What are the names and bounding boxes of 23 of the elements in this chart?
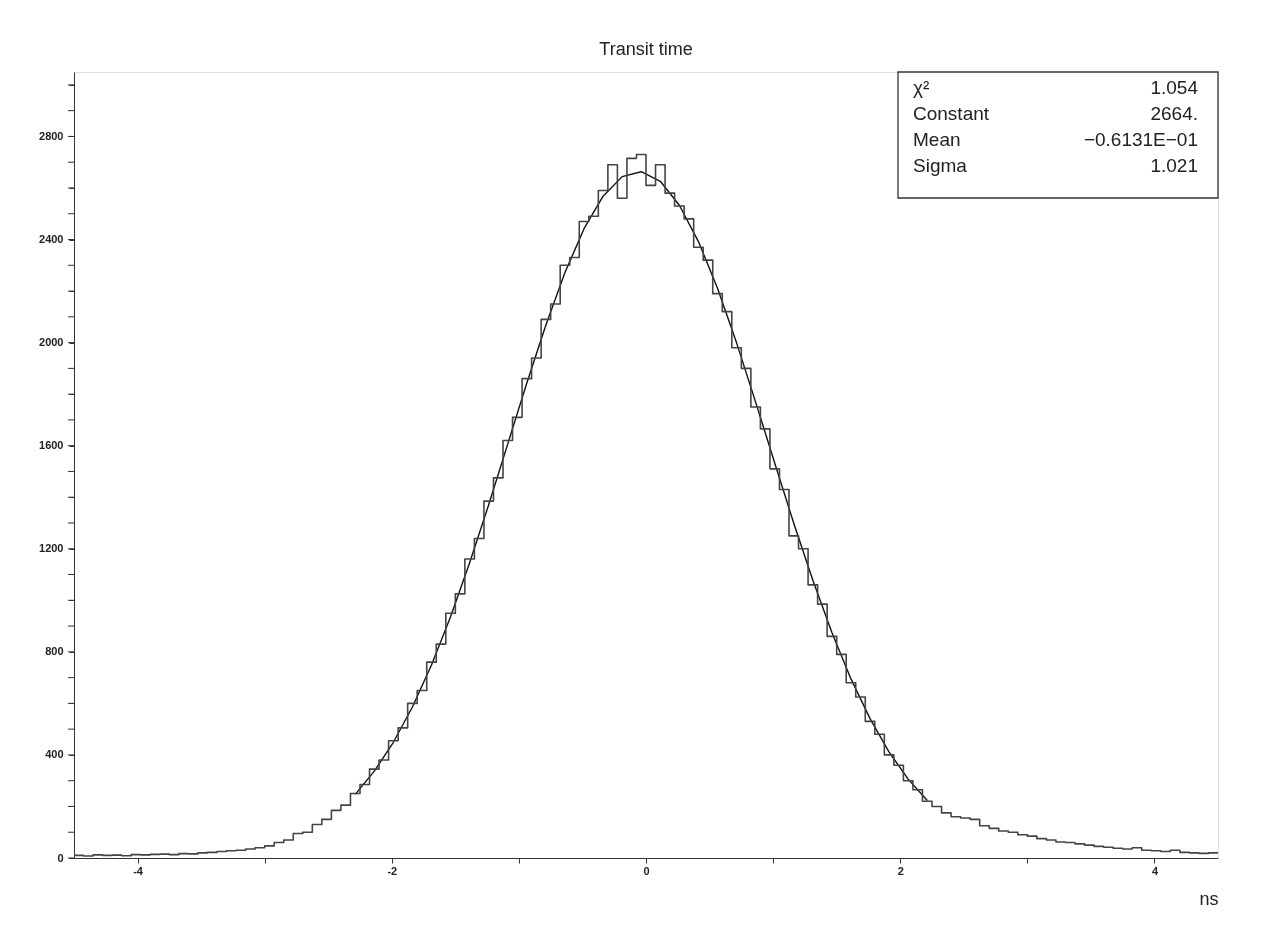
y-tick-label: 1200: [39, 542, 64, 555]
annotation: 2664.: [1150, 103, 1198, 124]
x-tick-label: -2: [387, 864, 398, 877]
y-tick-label: 2800: [39, 129, 64, 142]
y-tick-label: 2400: [39, 233, 64, 246]
x-tick-label: 4: [1151, 864, 1159, 877]
annotation: χ²: [913, 77, 930, 98]
annotation: 1.021: [1150, 155, 1198, 176]
y-tick-label: 1600: [39, 439, 64, 452]
annotation: −0.6131E−01: [1083, 129, 1198, 150]
annotation: Mean: [913, 129, 961, 150]
annotation: 1.054: [1150, 77, 1199, 98]
x-tick-label: -4: [133, 864, 144, 877]
annotation: Sigma: [913, 155, 968, 176]
y-tick-label: 2000: [39, 336, 64, 349]
y-tick-label: 0: [57, 851, 64, 864]
y-tick-label: 400: [45, 748, 64, 761]
x-tick-label: 0: [643, 864, 650, 877]
annotation: Constant: [913, 103, 990, 124]
x-tick-label: 2: [897, 864, 904, 877]
x-axis-title: ns: [1199, 888, 1219, 909]
chart-title: Transit time: [599, 39, 693, 60]
y-tick-label: 800: [45, 645, 64, 658]
